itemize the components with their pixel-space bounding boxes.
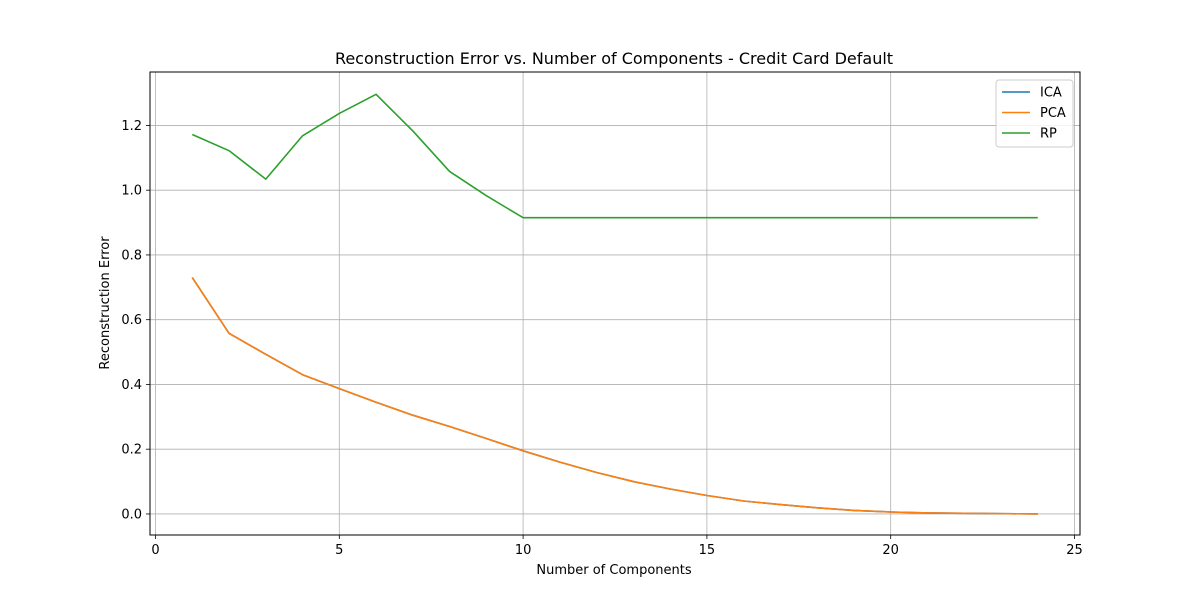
y-tick-label: 1.2 — [121, 119, 142, 134]
y-tick-label: 0.6 — [121, 313, 142, 328]
y-tick-label: 0.4 — [121, 378, 142, 393]
legend-label-pca: PCA — [1040, 106, 1066, 121]
x-tick-label: 20 — [882, 543, 899, 558]
legend-label-rp: RP — [1040, 127, 1057, 142]
x-tick-label: 15 — [699, 543, 716, 558]
legend: ICA PCA RP — [995, 79, 1074, 148]
series-line-pca — [191, 277, 1038, 515]
grid — [150, 72, 1080, 535]
x-tick-label: 25 — [1066, 543, 1083, 558]
x-tick-label: 10 — [515, 543, 532, 558]
series-line-rp — [191, 93, 1038, 219]
x-tick-label: 5 — [335, 543, 343, 558]
ticks: 0 5 10 15 20 25 0.0 0.2 0.4 0.6 0.8 1.0 1.2 — [121, 119, 1082, 558]
y-tick-label: 0.8 — [121, 248, 142, 263]
plot-frame — [149, 71, 1081, 536]
legend-box — [995, 79, 1074, 148]
y-axis-label: Reconstruction Error — [98, 236, 113, 370]
series-layer — [191, 93, 1038, 515]
y-tick-label: 1.0 — [121, 184, 142, 199]
legend-label-ica: ICA — [1040, 86, 1062, 101]
chart-title: Reconstruction Error vs. Number of Compo… — [335, 49, 893, 68]
y-tick-label: 0.2 — [121, 443, 142, 458]
y-tick-label: 0.0 — [121, 507, 142, 522]
x-tick-label: 0 — [151, 543, 159, 558]
x-axis-label: Number of Components — [536, 563, 691, 578]
